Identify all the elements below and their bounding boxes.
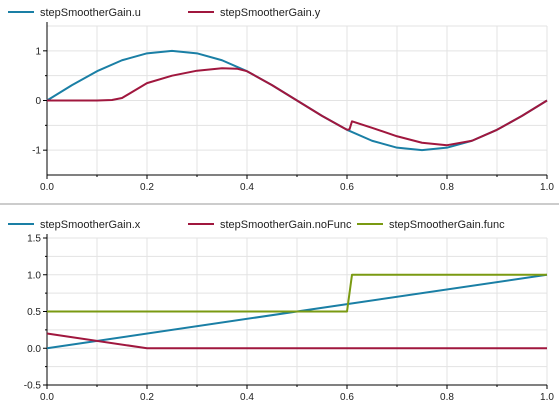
- y-tick-label: -1: [32, 146, 41, 157]
- legend-label: stepSmootherGain.noFunc: [220, 219, 352, 231]
- x-tick-label: 0.2: [140, 182, 154, 193]
- series-line-2: [46, 332, 547, 350]
- x-tick-label: 0.0: [40, 392, 54, 403]
- y-tick-label: -0.5: [24, 381, 42, 392]
- y-tick-label: 1.5: [27, 234, 41, 245]
- x-tick-label: 0.4: [240, 392, 254, 403]
- x-tick-label: 1.0: [540, 182, 554, 193]
- x-tick-label: 0.8: [440, 392, 454, 403]
- x-tick-label: 1.0: [540, 392, 554, 403]
- x-tick-label: 0.0: [40, 182, 54, 193]
- legend-label: stepSmootherGain.func: [389, 219, 505, 231]
- y-tick-label: 0.0: [27, 344, 41, 355]
- series-line-3: [47, 273, 547, 313]
- y-tick-label: 1: [35, 46, 41, 57]
- x-tick-label: 0.6: [340, 392, 354, 403]
- x-tick-label: 0.2: [140, 392, 154, 403]
- series-line-2: [47, 67, 548, 147]
- legend-label: stepSmootherGain.u: [40, 7, 141, 19]
- legend-label: stepSmootherGain.x: [40, 219, 141, 231]
- x-tick-label: 0.4: [240, 182, 254, 193]
- y-tick-label: 0: [35, 96, 41, 107]
- y-tick-label: 0.5: [27, 307, 41, 318]
- x-tick-label: 0.6: [340, 182, 354, 193]
- y-tick-label: 1.0: [27, 270, 41, 281]
- x-tick-label: 0.8: [440, 182, 454, 193]
- legend-label: stepSmootherGain.y: [220, 7, 321, 19]
